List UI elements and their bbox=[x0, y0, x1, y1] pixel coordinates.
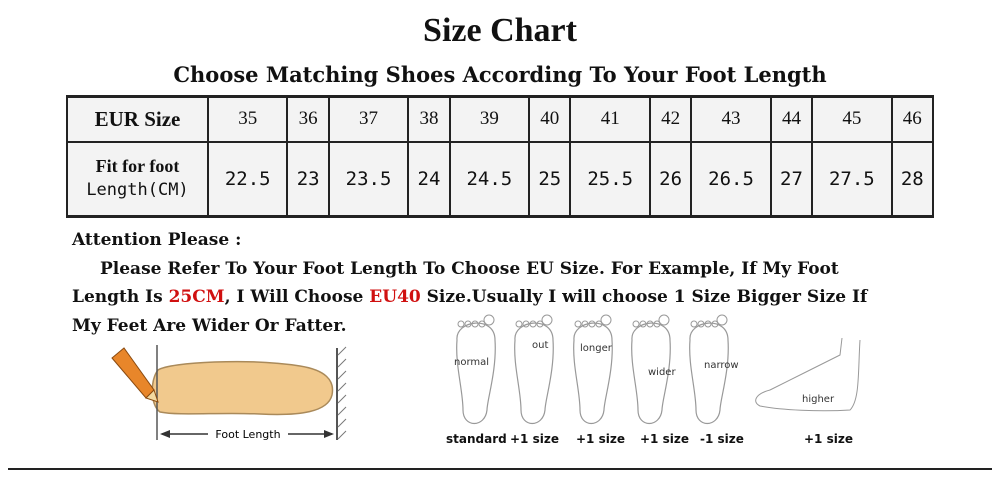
page-subtitle: Choose Matching Shoes According To Your … bbox=[173, 62, 827, 87]
toe bbox=[541, 314, 553, 326]
toe bbox=[478, 320, 486, 328]
toe bbox=[536, 320, 544, 328]
highlight-eu40: EU40 bbox=[369, 287, 421, 307]
size-advice: +1 size bbox=[510, 432, 559, 446]
foot-length-cell: 28 bbox=[890, 140, 935, 218]
size-advice: +1 size bbox=[576, 432, 625, 446]
foot-type-label: narrow bbox=[704, 360, 739, 371]
toe bbox=[711, 320, 719, 328]
foot-type-label: longer bbox=[580, 343, 612, 354]
foot-length-header: Fit for foot Length(CM) bbox=[66, 140, 209, 218]
eur-size-cell: 39 bbox=[448, 95, 531, 143]
toe bbox=[704, 320, 712, 328]
eur-size-row: EUR Size 35 36 37 38 39 40 41 42 43 44 45 46 bbox=[66, 95, 935, 143]
text: Length Is bbox=[72, 287, 169, 307]
size-advice: +1 size bbox=[640, 432, 689, 446]
foot-length-cell: 24 bbox=[407, 140, 451, 218]
toe bbox=[595, 320, 603, 328]
toe bbox=[574, 320, 582, 328]
footprint-outline bbox=[631, 322, 671, 425]
toe bbox=[483, 314, 495, 326]
eur-size-cell: 38 bbox=[407, 95, 451, 143]
attention-line2: Length Is 25CM, I Will Choose EU40 Size.… bbox=[72, 283, 932, 312]
foot-length-cell: 25.5 bbox=[569, 140, 651, 218]
eur-size-cell: 36 bbox=[286, 95, 330, 143]
foot-length-cell: 27 bbox=[769, 140, 814, 218]
highlight-25cm: 25CM bbox=[168, 287, 225, 307]
pencil-icon bbox=[111, 347, 159, 403]
toe bbox=[581, 320, 589, 328]
attention-note: Attention Please : Please Refer To Your … bbox=[72, 226, 932, 340]
eur-size-cell: 46 bbox=[890, 95, 935, 143]
toe bbox=[464, 320, 472, 328]
footprint-outline bbox=[514, 322, 554, 425]
eur-size-cell: 43 bbox=[690, 95, 772, 143]
toe bbox=[588, 320, 596, 328]
foot-length-cell: 23.5 bbox=[327, 140, 410, 218]
toe bbox=[658, 314, 670, 326]
footprint-outline bbox=[689, 322, 729, 425]
eur-size-cell: 42 bbox=[648, 95, 693, 143]
footprint-outline bbox=[456, 322, 496, 425]
toe bbox=[639, 320, 647, 328]
toe bbox=[529, 320, 537, 328]
eur-size-cell: 41 bbox=[569, 95, 651, 143]
toe bbox=[515, 320, 523, 328]
foot-length-header-line2: Length(CM) bbox=[86, 180, 189, 201]
toe bbox=[457, 320, 465, 328]
foot-length-cell: 23 bbox=[286, 140, 330, 218]
size-advice: -1 size bbox=[700, 432, 744, 446]
divider bbox=[8, 468, 992, 470]
eur-size-cell: 45 bbox=[811, 95, 893, 143]
foot-type-label: normal bbox=[454, 357, 490, 368]
attention-line3: My Feet Are Wider Or Fatter. bbox=[72, 315, 347, 336]
foot-length-cell: 26.5 bbox=[690, 140, 772, 218]
toe bbox=[690, 320, 698, 328]
text: Size.Usually I will choose 1 Size Bigger… bbox=[420, 287, 868, 307]
foot-types-illustration bbox=[456, 314, 861, 425]
toe bbox=[646, 320, 654, 328]
attention-line1: Please Refer To Your Foot Length To Choo… bbox=[100, 258, 839, 279]
page-title: Size Chart bbox=[423, 12, 577, 49]
foot-type-label: out bbox=[532, 340, 549, 351]
footprint-outline bbox=[573, 322, 613, 425]
side-foot-outline bbox=[755, 337, 861, 412]
foot-length-cell: 25 bbox=[528, 140, 572, 218]
toe bbox=[697, 320, 705, 328]
toe bbox=[471, 320, 479, 328]
toe bbox=[632, 320, 640, 328]
wall-hatch bbox=[337, 346, 347, 440]
size-advice: standard bbox=[446, 432, 507, 446]
foot-type-label: higher bbox=[802, 394, 835, 405]
eur-size-cell: 40 bbox=[528, 95, 572, 143]
eur-size-cell: 37 bbox=[327, 95, 410, 143]
toe bbox=[653, 320, 661, 328]
toe bbox=[716, 314, 728, 326]
foot-length-label: Foot Length bbox=[215, 428, 280, 441]
toe bbox=[522, 320, 530, 328]
foot-shape bbox=[151, 360, 334, 416]
toe bbox=[600, 314, 612, 326]
foot-length-row: Fit for foot Length(CM) 22.5 23 23.5 24 24.5… bbox=[66, 140, 935, 218]
eur-size-cell: 35 bbox=[206, 95, 289, 143]
foot-type-label: wider bbox=[648, 367, 676, 378]
size-table: EUR Size 35 36 37 38 39 40 41 42 43 44 45 46 Fit fo… bbox=[66, 95, 935, 218]
text: , I Will Choose bbox=[224, 287, 370, 307]
foot-length-cell: 22.5 bbox=[206, 140, 289, 218]
foot-measure-illustration: Foot Length bbox=[111, 345, 347, 442]
foot-length-cell: 26 bbox=[648, 140, 693, 218]
foot-length-cell: 27.5 bbox=[811, 140, 893, 218]
eur-size-header: EUR Size bbox=[66, 95, 209, 143]
size-advice: +1 size bbox=[804, 432, 853, 446]
attention-heading: Attention Please : bbox=[72, 230, 242, 250]
eur-size-cell: 44 bbox=[769, 95, 814, 143]
foot-length-header-line1: Fit for foot bbox=[95, 156, 180, 177]
foot-length-cell: 24.5 bbox=[448, 140, 531, 218]
